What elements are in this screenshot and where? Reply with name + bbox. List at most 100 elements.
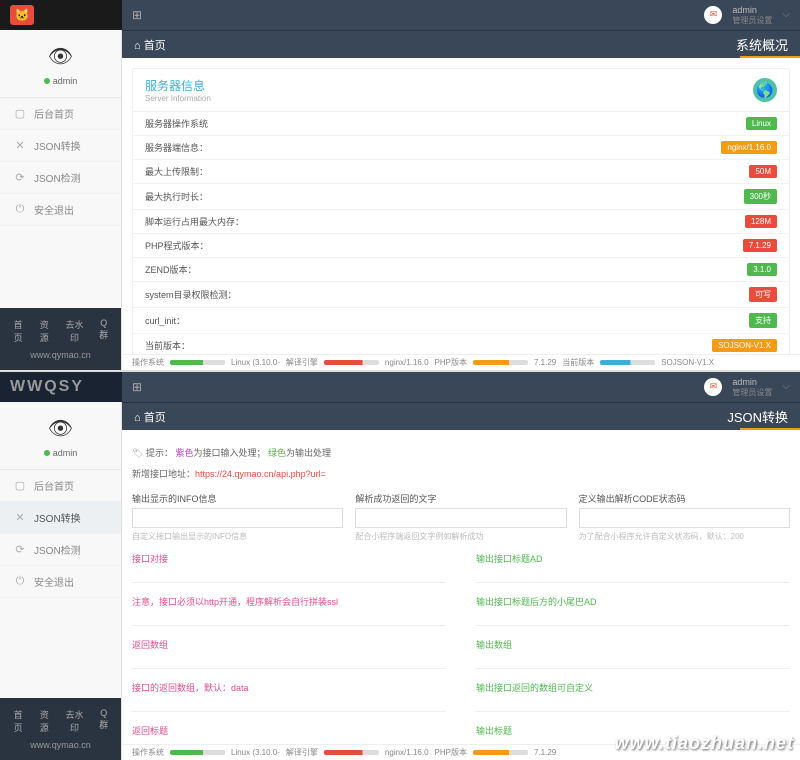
nav-label: 安全退出 [34,202,74,217]
footer-link[interactable]: 去水印 [62,318,86,344]
info-label: 最大上传限制： [145,165,208,178]
sidebar-item[interactable]: ✕JSON转换 [0,130,121,162]
nav-label: JSON检测 [34,170,81,185]
info-badge: 300秒 [744,189,777,204]
footer-link[interactable]: Q群 [97,708,111,734]
field-input[interactable] [579,508,790,528]
field-input[interactable] [355,508,566,528]
pair-label-left: 接口对接 [132,548,446,569]
card-header: 服务器信息 Server Information 🌎 [133,69,789,112]
status-value: 7.1.29 [534,748,556,757]
grid-icon[interactable]: ⊞ [132,8,142,22]
pair-input[interactable] [476,655,790,669]
watermark: www.tiaozhuan.net [615,733,794,754]
api-url[interactable]: https://24.qymao.cn/api.php?url= [195,469,326,479]
status-value: Linux (3.10.0- [231,748,280,757]
sidebar-item[interactable]: ⟳ JSON检测 [0,162,121,194]
pair-input[interactable] [476,612,790,626]
breadcrumb-home[interactable]: ⌂ 首页 [134,37,166,53]
mail-button[interactable]: ✉ [704,378,722,396]
admin-info[interactable]: admin 管理员设置 [732,377,772,397]
footer-link[interactable]: 首页 [10,318,26,344]
pair-input[interactable] [132,612,446,626]
eye-icon: 👁 [0,416,121,441]
status-value: nginx/1.16.0 [385,358,429,367]
sidebar: 👁 admin ▢后台首页✕JSON转换⟳JSON检测⏻安全退出 首页资源去水印… [0,30,122,370]
logo-icon: 🐱 [10,5,34,25]
info-badge: nginx/1.16.0 [721,141,777,154]
sidebar-item[interactable]: ✕JSON转换 [0,502,121,534]
breadcrumb-bar: ⌂ 首页 JSON转换 [122,402,800,430]
card-title: 服务器信息 [145,77,211,94]
info-badge: 128M [745,215,777,228]
footer-link[interactable]: 资源 [36,318,52,344]
info-badge: 可写 [749,287,777,302]
grid-icon[interactable]: ⊞ [132,380,142,394]
breadcrumb-bar: ⌂ 首页 系统概况 [122,30,800,58]
status-bar [324,750,379,755]
info-badge: Linux [746,117,777,130]
sidebar: 👁 admin ▢后台首页✕JSON转换 ⟳ JSON检测 ⏻安全退出 首页资源去水印… [0,402,122,760]
admin-sub: 管理员设置 [732,388,772,398]
tip-row: 🏷 提示： 紫色为接口输入处理； 绿色为输出处理 [132,440,790,465]
info-badge: SOJSON-V1.X [712,339,777,352]
info-row: 当前版本：SOJSON-V1.X [133,334,789,354]
nav-icon: ⟳ [14,171,26,184]
field-input[interactable] [132,508,343,528]
chevron-down-icon[interactable]: ⌵ [782,381,790,392]
eye-icon: 👁 [0,44,121,69]
mail-button[interactable]: ✉ [704,6,722,24]
nav-icon: ✕ [14,511,26,524]
status-dot [44,450,50,456]
footer-link[interactable]: 首页 [10,708,26,734]
footer-link[interactable]: 去水印 [62,708,86,734]
sidebar-item[interactable]: ▢后台首页 [0,470,121,502]
status-bar [324,360,379,365]
info-label: 服务器操作系统 [145,117,208,130]
status-value: nginx/1.16.0 [385,748,429,757]
pair-input[interactable] [476,698,790,712]
content-area: 服务器信息 Server Information 🌎 服务器操作系统 Linux 服… [122,58,800,354]
nav-icon: ⟳ [14,543,26,556]
sidebar-item[interactable]: ⏻安全退出 [0,194,121,226]
sidebar-item[interactable]: ▢后台首页 [0,98,121,130]
breadcrumb-home[interactable]: ⌂ 首页 [134,409,166,425]
sidebar-item[interactable]: ⟳ JSON检测 [0,534,121,566]
sidebar-footer: 首页资源去水印 Q群 www.qymao.cn [0,698,121,760]
avatar-area: 👁 admin [0,402,121,470]
info-badge: 7.1.29 [743,239,777,252]
footer-link[interactable]: Q群 [97,318,111,344]
pair-input[interactable] [132,698,446,712]
info-label: curl_init： [145,314,185,327]
field-label: 输出显示的INFO信息 [132,492,343,505]
status-footer: 操作系统Linux (3.10.0-解译引擎nginx/1.16.0PHP版本7… [122,354,800,370]
admin-info[interactable]: admin 管理员设置 [732,5,772,25]
field-hint: 自定义接口输出显示的INFO信息 [132,531,343,542]
footer-link[interactable]: 资源 [36,708,52,734]
pair-input[interactable] [132,655,446,669]
field-hint: 为了配合小程序允许自定义状态码，默认：200 [579,531,790,542]
api-url-row: 新增接口地址：https://24.qymao.cn/api.php?url= [132,465,790,488]
form-field: 解析成功返回的文字配合小程序端返回文字例如解析成功 [355,492,566,542]
footer-url[interactable]: www.qymao.cn [10,740,111,750]
pair-input[interactable] [476,569,790,583]
sidebar-item[interactable]: ⏻安全退出 [0,566,121,598]
pair-input[interactable] [132,569,446,583]
nav-label: JSON检测 [34,542,81,557]
page-title: JSON转换 [727,407,788,426]
info-row: PHP程式版本： 7.1.29 [133,234,789,258]
user-status: admin [44,448,78,458]
pair-label-right: 输出接口返回的数组可自定义 [476,677,790,698]
admin-name: admin [732,377,772,388]
status-label: 当前版本 [562,357,594,368]
chevron-down-icon[interactable]: ⌵ [782,9,790,20]
nav-label: 后台首页 [34,478,74,493]
tag-icon: 🏷 [132,448,143,458]
info-label: PHP程式版本： [145,239,209,252]
info-row: 最大执行时长：300秒 [133,184,789,210]
status-value: SOJSON-V1.X [661,358,714,367]
field-label: 解析成功返回的文字 [355,492,566,505]
status-value: Linux (3.10.0- [231,358,280,367]
footer-url[interactable]: www.qymao.cn [10,350,111,360]
nav-icon: ✕ [14,139,26,152]
